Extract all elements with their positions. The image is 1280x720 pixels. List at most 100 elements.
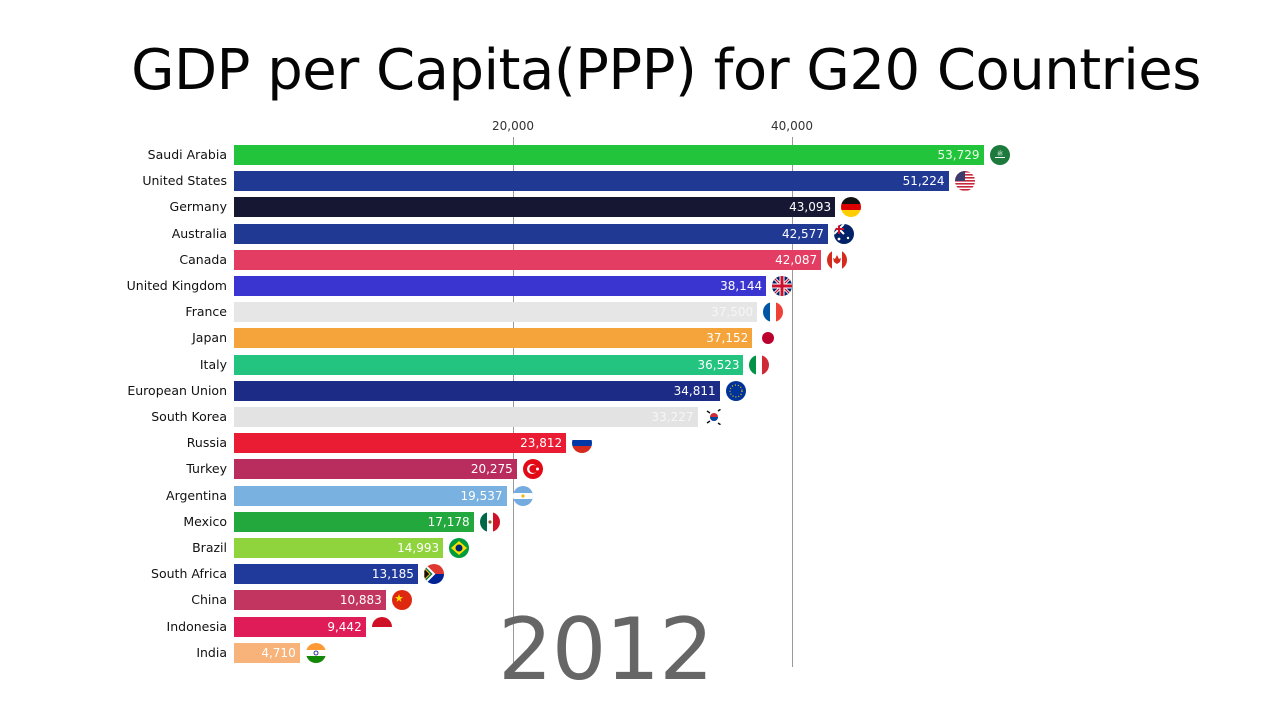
bar-row: Australia 42,577 bbox=[0, 223, 1280, 244]
bar-value: 42,087 bbox=[775, 252, 818, 267]
country-label: Argentina bbox=[166, 487, 227, 503]
gridline bbox=[792, 137, 793, 667]
indonesia-flag-icon bbox=[371, 616, 392, 637]
svg-text:ﷺ: ﷺ bbox=[996, 149, 1002, 157]
country-label: South Africa bbox=[151, 566, 227, 582]
united-kingdom-flag-icon bbox=[772, 276, 793, 296]
bar: 14,993 bbox=[234, 538, 444, 558]
country-label: Mexico bbox=[183, 513, 227, 529]
bar-value: 9,442 bbox=[327, 619, 362, 634]
bar-value: 10,883 bbox=[339, 593, 382, 608]
country-label: Italy bbox=[199, 356, 227, 372]
country-label: India bbox=[196, 644, 227, 660]
bar: 20,275 bbox=[234, 459, 517, 480]
bar: 37,152 bbox=[234, 328, 753, 349]
russia-flag-icon bbox=[572, 433, 593, 454]
bar-value: 33,227 bbox=[651, 410, 694, 424]
country-label: United Kingdom bbox=[126, 278, 227, 293]
bar-row: Germany 43,093 bbox=[0, 197, 1280, 218]
chart-title: GDP per Capita(PPP) for G20 Countries bbox=[131, 38, 1201, 103]
bar-row: India 4,710 bbox=[0, 642, 1280, 663]
bar-value: 20,275 bbox=[470, 462, 513, 477]
country-label: Indonesia bbox=[166, 618, 227, 634]
south-africa-flag-icon bbox=[423, 564, 444, 585]
country-label: China bbox=[191, 592, 227, 608]
bar-row: Japan 37,152 bbox=[0, 328, 1280, 349]
bar: 37,500 bbox=[234, 302, 758, 323]
bar: 36,523 bbox=[234, 354, 744, 375]
bar-row: United Kingdom 38,144 bbox=[0, 276, 1280, 296]
bar-row: China 10,883 bbox=[0, 590, 1280, 611]
japan-flag-icon bbox=[758, 328, 779, 349]
country-label: Turkey bbox=[186, 461, 227, 477]
bar-value: 34,811 bbox=[673, 383, 716, 398]
bar-value: 37,152 bbox=[706, 331, 749, 346]
gridline bbox=[513, 137, 514, 667]
argentina-flag-icon bbox=[512, 485, 533, 506]
country-label: Russia bbox=[186, 435, 227, 451]
country-label: Australia bbox=[171, 225, 227, 241]
bar: 10,883 bbox=[234, 590, 386, 611]
country-label: Canada bbox=[179, 251, 227, 267]
bar-value: 14,993 bbox=[397, 541, 440, 555]
bar-value: 53,729 bbox=[937, 148, 980, 162]
bar: 9,442 bbox=[234, 616, 366, 637]
bar-value: 36,523 bbox=[697, 357, 740, 372]
bar-value: 37,500 bbox=[711, 305, 754, 320]
x-tick-label: 20,000 bbox=[492, 119, 534, 133]
bar: 42,087 bbox=[234, 249, 822, 270]
brazil-flag-icon bbox=[449, 538, 470, 558]
bar-row: Brazil 14,993 bbox=[0, 538, 1280, 558]
bar-row: France 37,500 bbox=[0, 302, 1280, 323]
bar-value: 13,185 bbox=[371, 567, 414, 582]
country-label: Japan bbox=[192, 330, 227, 346]
bar-row: Indonesia 9,442 bbox=[0, 616, 1280, 637]
bar-row: Mexico 17,178 bbox=[0, 511, 1280, 532]
country-label: Saudi Arabia bbox=[147, 147, 227, 162]
italy-flag-icon bbox=[749, 354, 770, 375]
saudi-arabia-flag-icon: ﷺ bbox=[989, 145, 1010, 165]
bar-value: 38,144 bbox=[720, 279, 763, 293]
country-label: United States bbox=[142, 173, 227, 189]
turkey-flag-icon bbox=[522, 459, 543, 480]
india-flag-icon bbox=[305, 642, 326, 663]
bar-row: United States 51,224 bbox=[0, 171, 1280, 192]
bar-value: 51,224 bbox=[902, 174, 945, 189]
bar-row: Saudi Arabia 53,729 ﷺ bbox=[0, 145, 1280, 165]
year-label: 2012 bbox=[498, 600, 714, 700]
european-union-flag-icon bbox=[725, 380, 746, 401]
china-flag-icon bbox=[391, 590, 412, 611]
bar: 42,577 bbox=[234, 223, 828, 244]
australia-flag-icon bbox=[833, 223, 854, 244]
bar-row: Turkey 20,275 bbox=[0, 459, 1280, 480]
france-flag-icon bbox=[763, 302, 784, 323]
bar-value: 42,577 bbox=[781, 226, 824, 241]
bar: 38,144 bbox=[234, 276, 767, 296]
bar-value: 43,093 bbox=[789, 200, 832, 215]
united-states-flag-icon bbox=[954, 171, 975, 192]
bar-value: 19,537 bbox=[460, 488, 503, 503]
canada-flag-icon bbox=[827, 249, 848, 270]
bar-row: Canada 42,087 bbox=[0, 249, 1280, 270]
bar-row: South Korea 33,227 bbox=[0, 407, 1280, 427]
x-tick-label: 40,000 bbox=[771, 119, 813, 133]
bar: 33,227 bbox=[234, 407, 698, 427]
bar: 53,729 bbox=[234, 145, 984, 165]
country-label: Brazil bbox=[192, 540, 227, 555]
bar: 13,185 bbox=[234, 564, 418, 585]
bar: 51,224 bbox=[234, 171, 949, 192]
bar: 4,710 bbox=[234, 642, 300, 663]
bar: 23,812 bbox=[234, 433, 567, 454]
south-korea-flag-icon bbox=[703, 407, 724, 427]
germany-flag-icon bbox=[841, 197, 862, 218]
bar-row: Argentina 19,537 bbox=[0, 485, 1280, 506]
country-label: France bbox=[185, 304, 227, 320]
bar: 43,093 bbox=[234, 197, 836, 218]
bar: 34,811 bbox=[234, 380, 720, 401]
bar-value: 23,812 bbox=[520, 436, 563, 451]
bar-row: South Africa 13,185 bbox=[0, 564, 1280, 585]
mexico-flag-icon bbox=[479, 511, 500, 532]
bar-row: Italy 36,523 bbox=[0, 354, 1280, 375]
country-label: European Union bbox=[127, 382, 227, 398]
bar: 17,178 bbox=[234, 511, 474, 532]
